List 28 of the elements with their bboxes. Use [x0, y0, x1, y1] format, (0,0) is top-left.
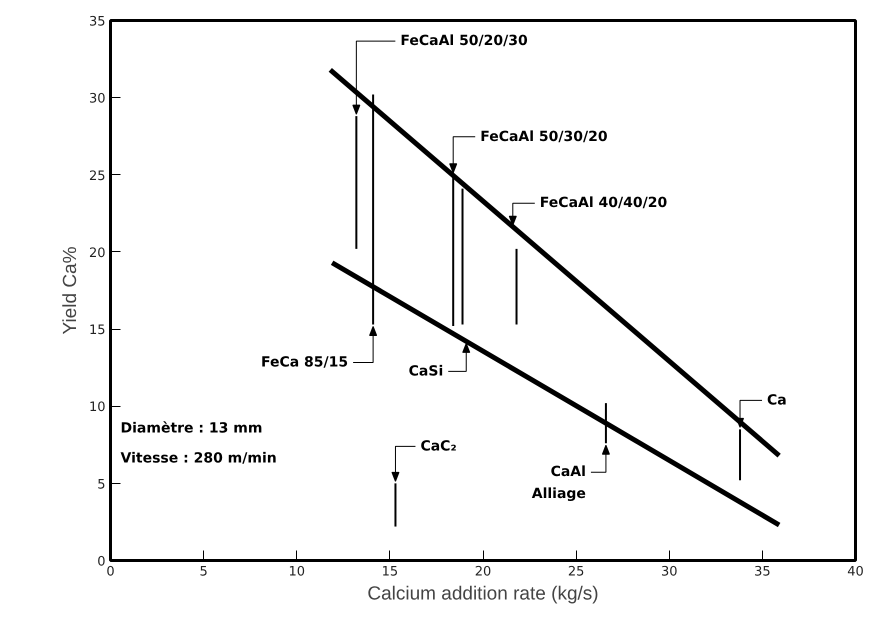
annotation: FeCaAl 40/40/20	[540, 195, 668, 212]
x-tick-label: 10	[288, 564, 306, 580]
annotation: FeCaAl 50/20/30	[400, 33, 528, 50]
annotation: CaC₂	[420, 438, 457, 454]
y-tick-label: 35	[88, 14, 106, 30]
y-tick-label: 25	[88, 168, 106, 184]
x-tick-label: 40	[847, 564, 864, 580]
x-tick-label: 15	[382, 564, 398, 580]
y-tick-label: 20	[88, 246, 106, 261]
annotation: FeCa 85/15	[260, 354, 348, 370]
x-tick-label: 20	[474, 564, 492, 580]
y-tick-label: 30	[88, 92, 106, 107]
y-axis-title: Yield Ca%	[60, 246, 81, 334]
annotation: Vitesse : 280 m/min	[120, 450, 277, 466]
x-tick-label: 30	[660, 564, 678, 580]
y-tick-label: 5	[97, 477, 106, 492]
annotation: CaSi	[408, 363, 444, 380]
x-tick-label: 25	[568, 564, 584, 580]
annotation: CaAl Alliage	[532, 464, 586, 502]
x-axis-title: Calcium addition rate (kg/s)	[367, 584, 599, 604]
annotation: Diamètre : 13 mm	[120, 420, 262, 436]
y-tick-label: 15	[88, 323, 106, 338]
annotation: FeCaAl 50/30/20	[480, 128, 608, 145]
annotation: Ca	[767, 392, 787, 408]
x-tick-label: 35	[754, 564, 771, 580]
x-tick-label: 5	[199, 564, 208, 580]
y-tick-label: 0	[97, 554, 106, 570]
y-tick-label: 10	[88, 400, 106, 416]
